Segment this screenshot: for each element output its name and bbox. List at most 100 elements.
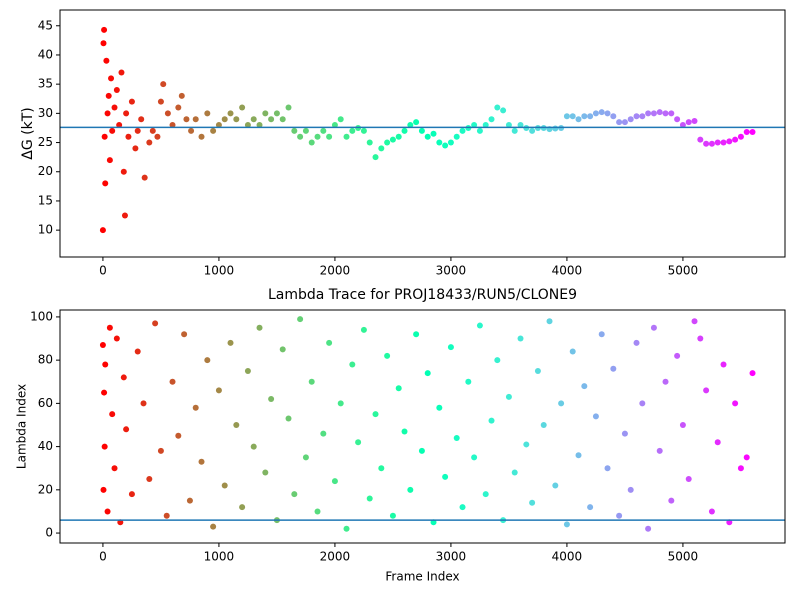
point [233,116,240,123]
point [279,346,286,353]
point [210,523,217,530]
x-tick-label: 3000 [436,264,467,278]
point [523,441,530,448]
point [743,454,750,461]
point [291,127,298,134]
y-tick-label: 100 [30,309,53,323]
point [244,367,251,374]
point [610,365,617,372]
point [123,110,130,117]
point [563,521,570,528]
point [581,383,588,390]
point [459,127,466,134]
point [650,324,657,331]
point [395,133,402,140]
point [192,404,199,411]
point [360,127,367,134]
point [505,122,512,129]
x-tick-label: 2000 [320,550,351,564]
point [256,122,263,129]
point [101,26,108,33]
point [598,331,605,338]
point [134,348,141,355]
point [708,140,715,147]
point [743,129,750,136]
point [662,110,669,117]
point [256,324,263,331]
point [691,318,698,325]
point [633,113,640,120]
point [154,133,161,140]
point [563,113,570,120]
point [732,136,739,143]
point [616,119,623,126]
point [100,40,107,47]
point [331,122,338,129]
x-tick-label: 1000 [204,264,235,278]
point [109,127,116,134]
point [326,339,333,346]
point [128,491,135,498]
point [529,127,536,134]
point [160,81,167,88]
point [645,525,652,532]
point [604,465,611,472]
point [668,497,675,504]
point [627,116,634,123]
point [268,116,275,123]
point [703,140,710,147]
point [633,339,640,346]
point [482,491,489,498]
x-axis-label: Frame Index [385,570,459,584]
y-tick-label: 60 [38,396,53,410]
point [227,110,234,117]
point [720,139,727,146]
point [668,110,675,117]
point [587,113,594,120]
point [569,348,576,355]
point [146,139,153,146]
point [169,378,176,385]
point [140,400,147,407]
point [436,139,443,146]
point [116,122,123,129]
point [157,98,164,105]
point [372,411,379,418]
point [215,122,222,129]
point [239,504,246,511]
y-tick-label: 45 [38,18,53,32]
point [662,378,669,385]
point [447,344,454,351]
point [476,127,483,134]
point [118,69,125,76]
y-tick-label: 0 [45,526,53,540]
point [121,212,128,219]
point [320,127,327,134]
point [134,127,141,134]
point [101,389,108,396]
x-tick-label: 4000 [552,550,583,564]
point [123,426,130,433]
point [424,133,431,140]
point [697,335,704,342]
point [639,113,646,120]
point [737,465,744,472]
point [552,482,559,489]
x-tick-label: 0 [99,550,107,564]
point [424,370,431,377]
point [569,113,576,120]
point [685,119,692,126]
point [102,180,109,187]
point [488,116,495,123]
point [239,104,246,111]
point [401,127,408,134]
axes-frame [59,9,786,258]
point [233,421,240,428]
point [540,421,547,428]
point [227,339,234,346]
point [505,393,512,400]
point [268,396,275,403]
point [198,458,205,465]
point [181,331,188,338]
point [517,335,524,342]
